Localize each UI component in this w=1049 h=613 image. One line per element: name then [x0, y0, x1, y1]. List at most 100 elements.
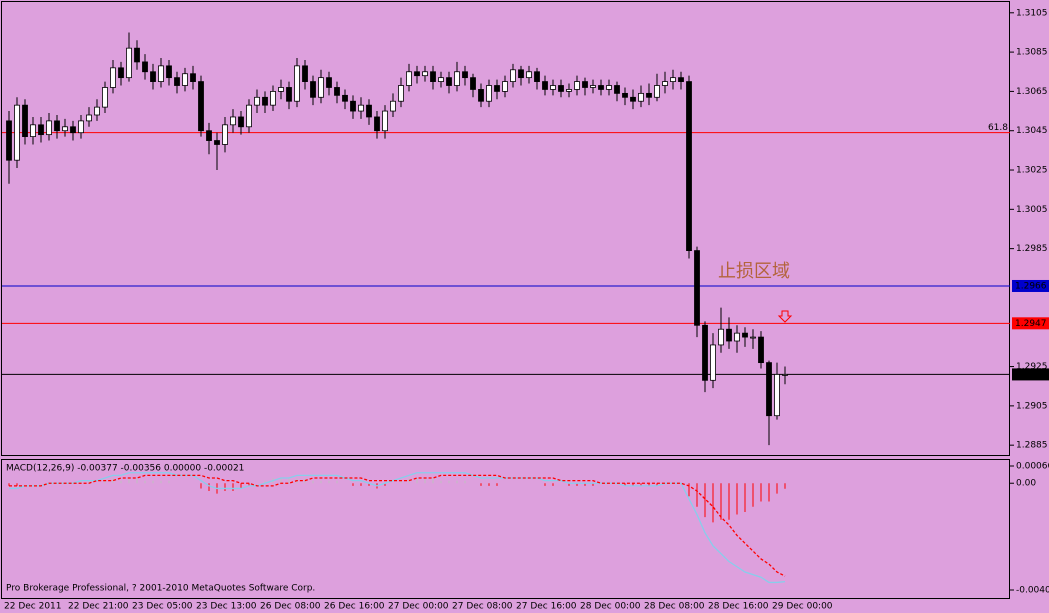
candle-body [454, 71, 460, 86]
candle-body [630, 96, 636, 102]
candle-body [470, 77, 476, 90]
candle-body [582, 81, 588, 88]
y-tick-label: 0.00 [1016, 479, 1036, 489]
x-tick-label: 28 Dec 08:00 [644, 602, 705, 612]
candle-body [78, 120, 84, 134]
candle-body [86, 114, 92, 122]
level-tag [1012, 279, 1049, 292]
x-tick-label: 27 Dec 00:00 [388, 602, 449, 612]
candle-body [398, 85, 404, 102]
candle-body [246, 104, 252, 128]
candle-body [486, 85, 492, 102]
x-tick-label: 29 Dec 00:00 [772, 602, 833, 612]
candle-body [654, 85, 660, 98]
candle-body [94, 106, 100, 116]
x-tick-label: 27 Dec 16:00 [516, 602, 577, 612]
level-label: 61.8 [988, 123, 1008, 133]
candle-body [182, 73, 188, 86]
x-tick-label: 27 Dec 08:00 [452, 602, 513, 612]
candle-body [422, 71, 428, 77]
candle-body [270, 91, 276, 106]
candle-body [174, 77, 180, 86]
candle-body [782, 374, 788, 376]
y-tick-label: 1.3065 [1016, 87, 1048, 97]
candle-body [150, 71, 156, 82]
candle-body [414, 71, 420, 77]
candle-body [14, 104, 20, 161]
candle-body [382, 110, 388, 132]
candle-body [518, 69, 524, 79]
candle-body [526, 71, 532, 79]
candle-body [478, 89, 484, 102]
candle-body [142, 61, 148, 73]
level-tag-label: 1.2947 [1015, 319, 1047, 329]
candle-body [30, 124, 36, 138]
candle-body [158, 65, 164, 82]
candle-body [342, 94, 348, 102]
candle-body [566, 89, 572, 92]
arrow-icon [777, 310, 793, 323]
x-tick-label: 23 Dec 05:00 [132, 602, 193, 612]
macd-line [9, 472, 786, 584]
candle-body [534, 71, 540, 82]
candle-body [718, 328, 724, 346]
x-tick-label: 26 Dec 16:00 [324, 602, 385, 612]
candle-body [574, 81, 580, 90]
candle-body [278, 87, 284, 92]
candle-body [334, 87, 340, 96]
candle-body [710, 344, 716, 381]
candle-body [622, 92, 628, 98]
candle-body [542, 81, 548, 90]
candle-body [326, 77, 332, 88]
candle-body [350, 100, 356, 112]
candle-body [118, 67, 124, 79]
x-tick-label: 23 Dec 13:00 [196, 602, 257, 612]
candle-body [614, 85, 620, 94]
y-tick-label: 1.2885 [1016, 441, 1048, 451]
candle-body [494, 85, 500, 92]
candle-body [294, 65, 300, 102]
candle-body [318, 77, 324, 98]
candle-body [646, 92, 652, 98]
candle-body [62, 126, 68, 132]
candle-body [230, 116, 236, 126]
copyright: Pro Brokerage Professional, ? 2001-2010 … [6, 584, 315, 594]
candle-body [430, 71, 436, 82]
candle-body [190, 73, 196, 82]
candle-body [662, 81, 668, 86]
y-tick-label: 1.3025 [1016, 166, 1048, 176]
candle-body [54, 120, 60, 132]
candle-body [254, 96, 260, 106]
candle-body [390, 100, 396, 112]
candle-body [206, 130, 212, 141]
candle-body [110, 67, 116, 88]
candle-body [166, 65, 172, 79]
candle-body [510, 69, 516, 82]
candle-body [214, 140, 220, 145]
candle-body [502, 81, 508, 92]
candle-body [198, 81, 204, 132]
x-tick-label: 28 Dec 16:00 [708, 602, 769, 612]
x-tick-label: 22 Dec 2011 [4, 602, 62, 612]
x-tick-label: 26 Dec 08:00 [260, 602, 321, 612]
candle-body [70, 126, 76, 134]
candle-body [702, 324, 708, 381]
y-tick-label: 1.2925 [1016, 362, 1048, 372]
level-tag [1012, 368, 1049, 381]
y-tick-label: 1.3105 [1016, 8, 1048, 18]
candle-body [670, 77, 676, 82]
y-tick-label: -0.00409 [1016, 586, 1049, 596]
candle-body [462, 71, 468, 79]
candle-body [598, 85, 604, 90]
macd-panel [1, 459, 1010, 599]
candle-body [686, 81, 692, 252]
candle-body [46, 120, 52, 136]
candle-body [678, 77, 684, 82]
y-tick-label: 1.2985 [1016, 244, 1048, 254]
y-tick-label: 1.3005 [1016, 205, 1048, 215]
candle-body [638, 92, 644, 102]
candle-body [590, 85, 596, 88]
